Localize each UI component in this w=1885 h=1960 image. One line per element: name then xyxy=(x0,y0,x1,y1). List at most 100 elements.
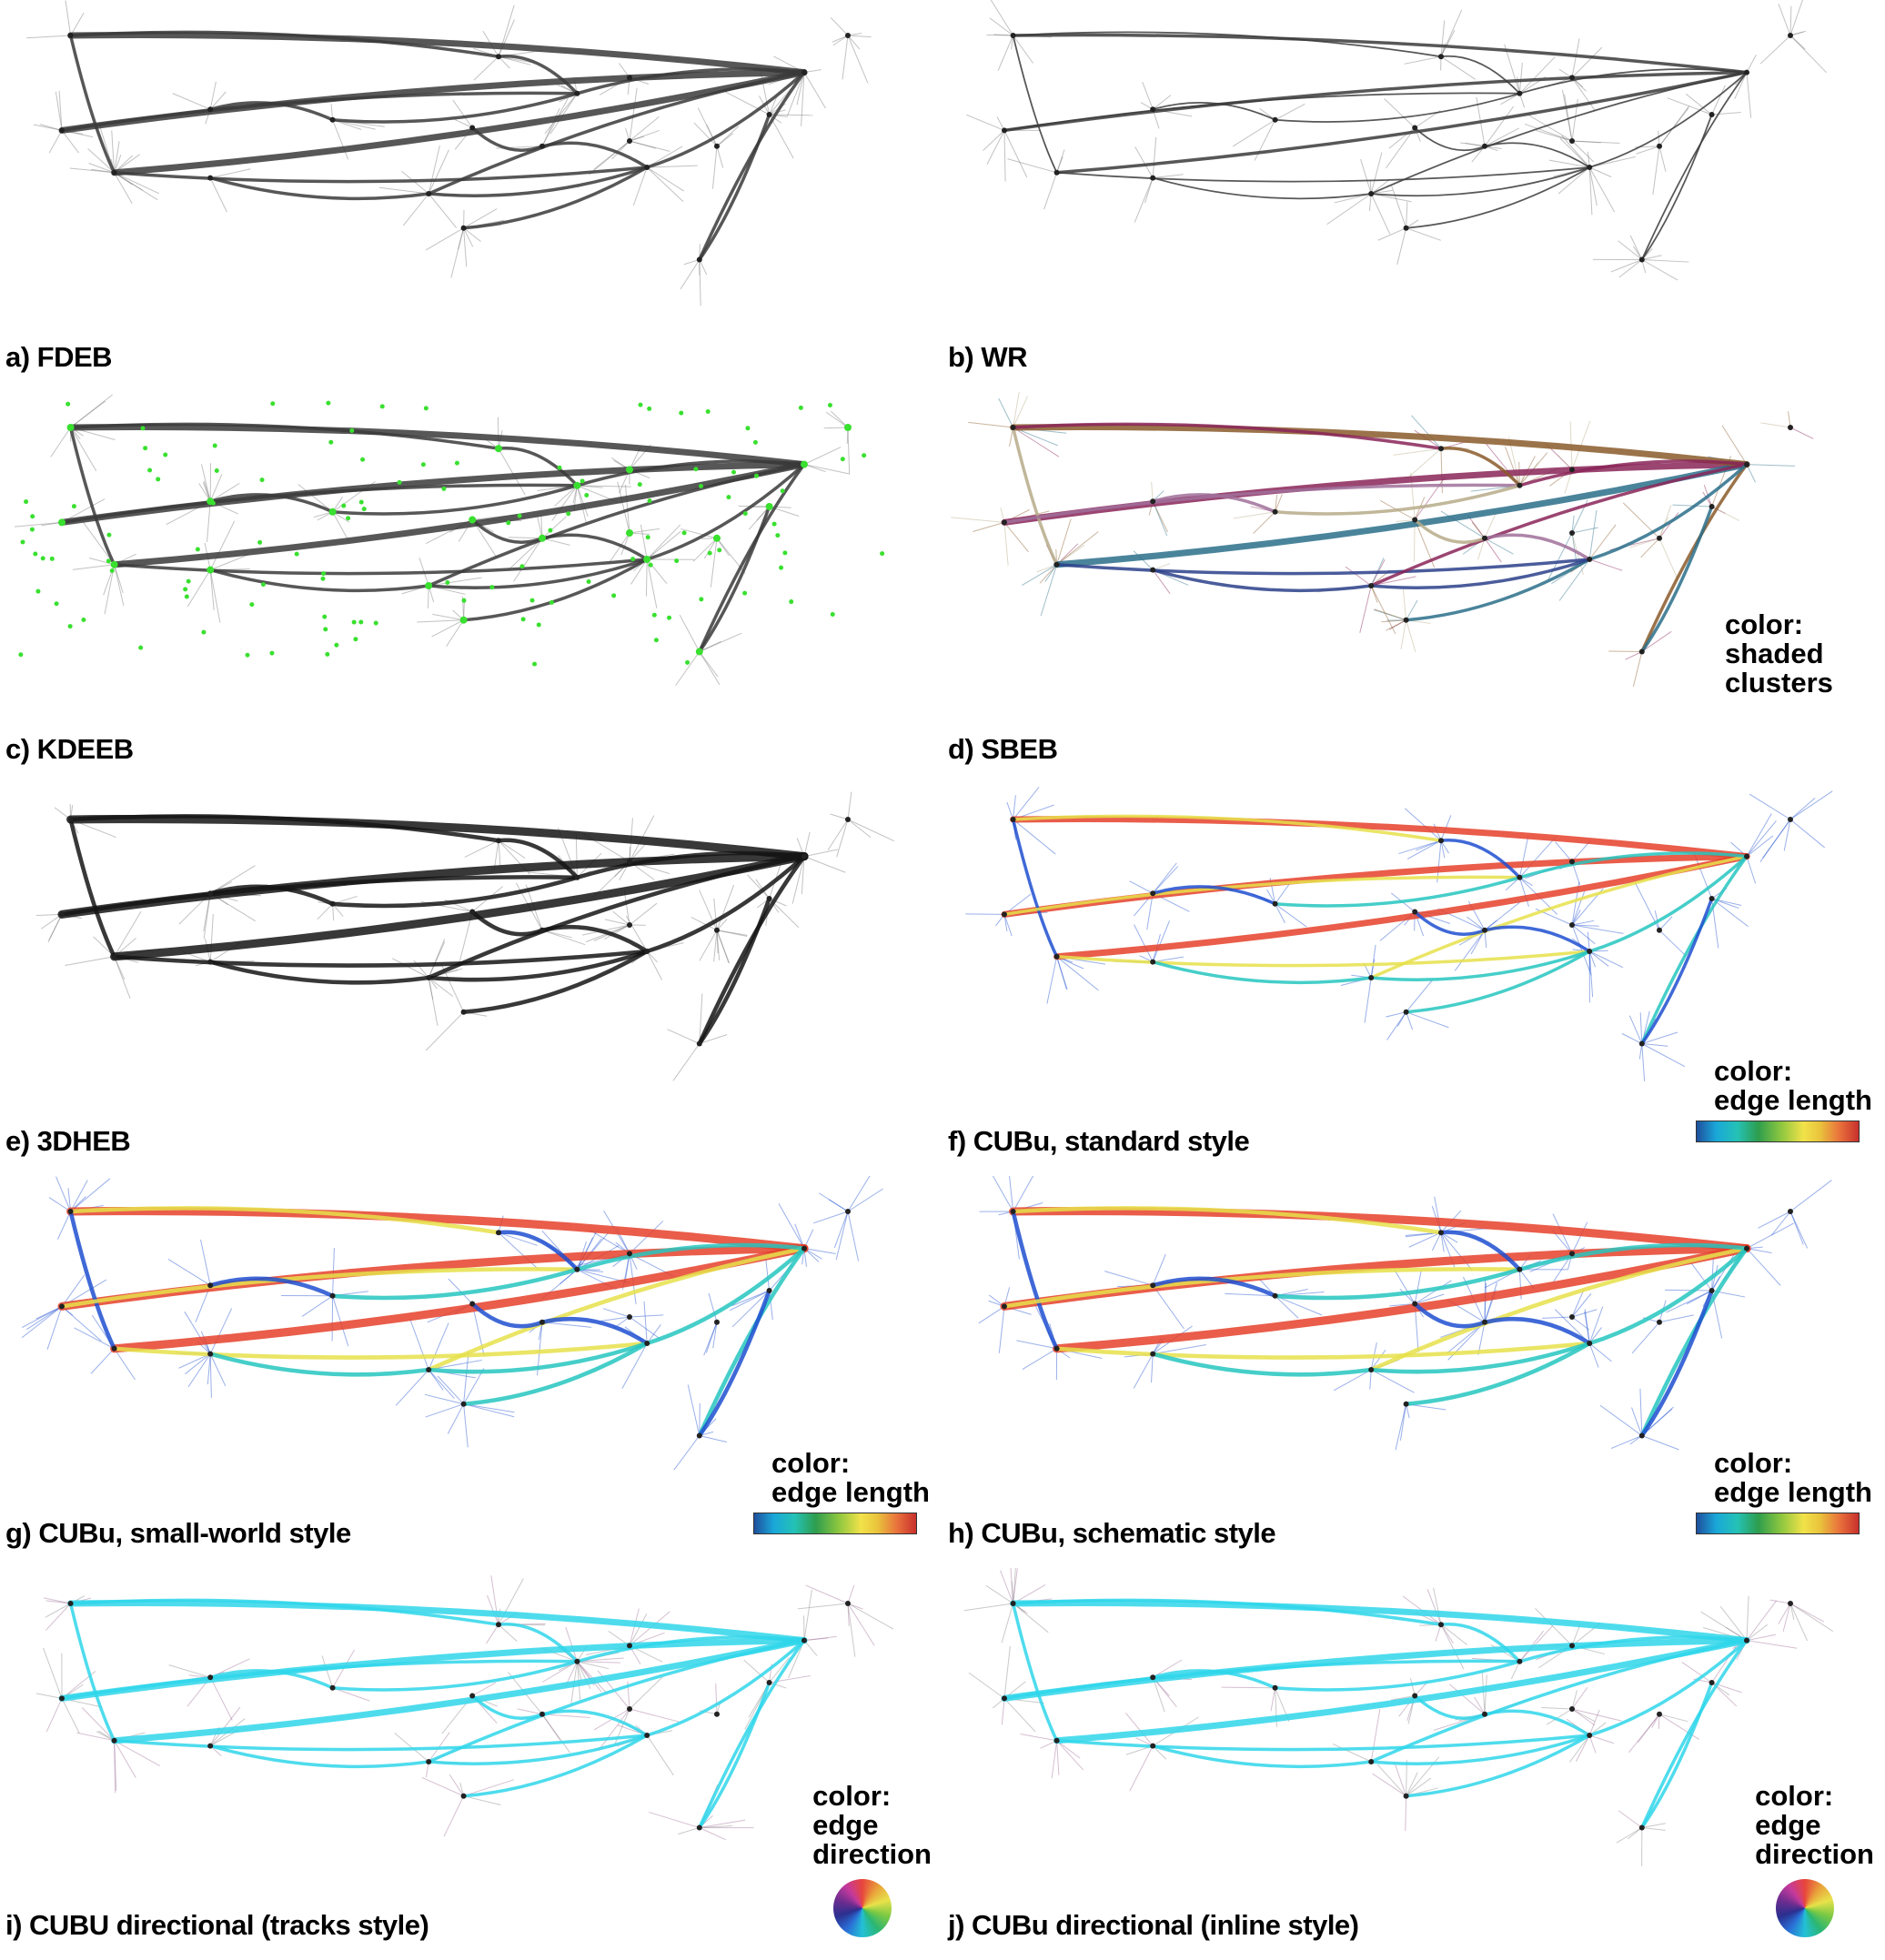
node-dot xyxy=(752,439,758,445)
node-dot xyxy=(426,1367,432,1372)
bundle-edge xyxy=(539,924,650,954)
node-dot xyxy=(207,566,215,574)
bundle-edge xyxy=(208,1669,335,1690)
bundle-edge xyxy=(1640,1638,1749,1830)
bundle-edge xyxy=(469,910,545,937)
node-dot xyxy=(627,138,632,144)
panel-label: f) CUBu, standard style xyxy=(948,1125,1250,1157)
bundle-edge xyxy=(58,69,808,134)
node-dot xyxy=(1053,953,1060,960)
node-dot xyxy=(1709,504,1715,509)
node-dot xyxy=(1657,1319,1662,1325)
node-dot xyxy=(454,460,459,466)
bundle-edge xyxy=(1011,33,1749,75)
node-dot xyxy=(460,1793,467,1799)
node-dot xyxy=(714,1319,720,1325)
bundle-edge xyxy=(645,462,806,561)
bundle-edge xyxy=(698,70,806,262)
node-dot xyxy=(801,853,807,859)
bundle-edge xyxy=(1001,461,1750,526)
node-dot xyxy=(1438,1622,1444,1628)
node-dot xyxy=(584,493,590,498)
bundle-edge xyxy=(1053,1637,1750,1744)
node-dot xyxy=(714,927,720,933)
node-dot xyxy=(1002,127,1007,134)
bundle-edge xyxy=(1588,854,1749,953)
bundle-edge xyxy=(1369,854,1749,980)
node-dot xyxy=(1002,1303,1007,1310)
bundle-edge xyxy=(698,462,806,654)
bundle-edge xyxy=(67,32,808,76)
node-dot xyxy=(539,143,545,149)
node-dot xyxy=(539,1319,545,1325)
node-dot xyxy=(109,568,115,573)
node-dot xyxy=(1403,1793,1409,1799)
node-dot xyxy=(469,1301,476,1307)
node-dot xyxy=(1150,498,1156,505)
bundle-edge xyxy=(1439,447,1522,487)
node-dot xyxy=(1709,112,1715,117)
node-dot xyxy=(1569,530,1575,536)
node-dot xyxy=(766,1680,772,1685)
node-dot xyxy=(460,1401,467,1407)
edge-length-colorbar xyxy=(1696,1513,1860,1534)
node-dot xyxy=(58,518,66,527)
node-dot xyxy=(627,1706,632,1712)
bundle-edge xyxy=(496,838,580,880)
node-dot xyxy=(696,1824,702,1831)
bundle-edge xyxy=(1012,35,1058,174)
node-dot xyxy=(1010,33,1016,38)
node-dot xyxy=(1517,90,1523,96)
node-dot xyxy=(1368,975,1375,980)
bundle-edge xyxy=(112,1734,649,1752)
node-dot xyxy=(845,1209,851,1214)
node-dot xyxy=(845,1601,851,1606)
bundle-edge xyxy=(427,1734,649,1765)
bundled-graph xyxy=(35,791,895,1081)
node-dot xyxy=(1517,1266,1523,1272)
node-dot xyxy=(460,1009,467,1015)
node-dot xyxy=(106,558,111,564)
node-dot xyxy=(648,562,653,568)
bundled-graph xyxy=(21,1176,883,1471)
node-dot xyxy=(520,617,526,622)
node-dot xyxy=(840,457,845,462)
node-dot xyxy=(1150,890,1156,897)
bundle-edge xyxy=(112,949,650,968)
node-dot xyxy=(66,424,75,431)
node-dot xyxy=(320,576,326,581)
node-dot xyxy=(1744,69,1749,75)
bundle-edge xyxy=(575,459,806,487)
node-dot xyxy=(326,400,331,406)
bundle-edge xyxy=(1010,816,1750,860)
bundle-edge xyxy=(111,69,808,176)
node-dot xyxy=(573,481,581,489)
bundle-edge xyxy=(58,461,808,526)
node-dot xyxy=(1569,467,1575,473)
bundle-edge xyxy=(1151,885,1277,906)
node-dot xyxy=(207,1351,214,1357)
bundle-edge xyxy=(1002,1267,1522,1309)
bundle-edge xyxy=(1369,1638,1749,1764)
direction-color-wheel xyxy=(833,1879,892,1937)
node-dot xyxy=(695,648,703,656)
node-dot xyxy=(1272,116,1278,123)
bundle-edge xyxy=(1483,1709,1591,1737)
bundle-edge xyxy=(208,1744,430,1769)
bundle-edge xyxy=(461,949,650,1014)
node-dot xyxy=(425,582,433,589)
node-dot xyxy=(469,125,476,131)
node-dot xyxy=(59,127,65,134)
bundle-edge xyxy=(496,1230,580,1272)
bundle-edge xyxy=(1517,851,1749,879)
node-dot xyxy=(845,33,851,38)
bundle-edge xyxy=(698,1681,771,1830)
node-dot xyxy=(186,578,191,584)
node-dot xyxy=(1368,1759,1375,1764)
node-dot xyxy=(207,1674,214,1681)
node-dot xyxy=(1587,949,1593,954)
node-dot xyxy=(183,587,188,592)
bundled-graph xyxy=(14,394,885,686)
bundle-edge xyxy=(1640,462,1749,654)
node-dot xyxy=(1150,106,1156,113)
